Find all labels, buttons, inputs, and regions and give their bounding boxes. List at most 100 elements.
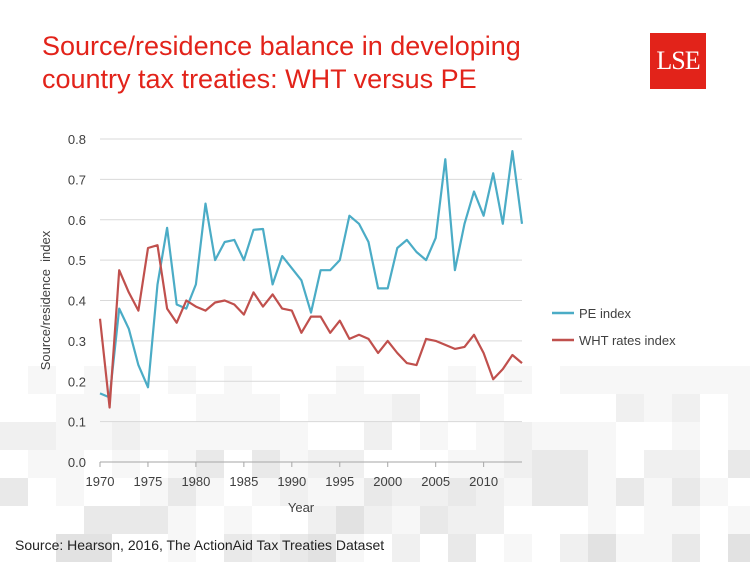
mosaic-tile <box>168 366 196 394</box>
mosaic-tile <box>644 394 672 422</box>
mosaic-tile <box>140 450 168 478</box>
mosaic-tile <box>168 478 196 506</box>
mosaic-tile <box>56 394 84 422</box>
mosaic-tile <box>140 506 168 534</box>
mosaic-tile <box>448 394 476 422</box>
mosaic-tile <box>280 450 308 478</box>
mosaic-tile <box>28 534 56 562</box>
mosaic-tile <box>644 422 672 450</box>
mosaic-tile <box>560 534 588 562</box>
mosaic-tile <box>224 478 252 506</box>
mosaic-tile <box>308 478 336 506</box>
mosaic-tile <box>728 366 750 394</box>
y-tick-label: 0.7 <box>68 172 86 187</box>
mosaic-tile <box>448 506 476 534</box>
mosaic-tile <box>0 366 28 394</box>
mosaic-tile <box>168 534 196 562</box>
mosaic-tile <box>728 534 750 562</box>
mosaic-tile <box>616 450 644 478</box>
mosaic-tile <box>420 450 448 478</box>
mosaic-tile <box>644 478 672 506</box>
mosaic-tile <box>56 506 84 534</box>
mosaic-tile <box>448 534 476 562</box>
y-tick-label: 0.1 <box>68 415 86 430</box>
mosaic-tile <box>504 394 532 422</box>
x-tick-label: 1985 <box>229 474 258 489</box>
mosaic-tile <box>504 366 532 394</box>
mosaic-tile <box>532 394 560 422</box>
mosaic-tile <box>28 394 56 422</box>
mosaic-tile <box>112 506 140 534</box>
mosaic-tile <box>448 366 476 394</box>
mosaic-tile <box>308 534 336 562</box>
slide-title-line-1: Source/residence balance in developing <box>42 31 521 61</box>
mosaic-tile <box>140 534 168 562</box>
mosaic-tile <box>588 366 616 394</box>
x-tick-label: 1995 <box>325 474 354 489</box>
mosaic-tile <box>252 478 280 506</box>
mosaic-tile <box>168 506 196 534</box>
mosaic-tile <box>504 422 532 450</box>
mosaic-tile <box>252 394 280 422</box>
mosaic-tile <box>728 422 750 450</box>
mosaic-tile <box>560 394 588 422</box>
mosaic-tile <box>112 394 140 422</box>
mosaic-tile <box>588 478 616 506</box>
mosaic-tile <box>392 478 420 506</box>
mosaic-tile <box>28 478 56 506</box>
x-tick-label: 2010 <box>469 474 498 489</box>
mosaic-tile <box>532 534 560 562</box>
mosaic-tile <box>56 366 84 394</box>
mosaic-tile <box>196 506 224 534</box>
mosaic-tile <box>168 450 196 478</box>
mosaic-tile <box>588 450 616 478</box>
mosaic-tile <box>588 534 616 562</box>
slide-title: Source/residence balance in developing c… <box>42 30 602 96</box>
mosaic-tile <box>392 422 420 450</box>
mosaic-tile <box>560 366 588 394</box>
mosaic-tile <box>616 506 644 534</box>
mosaic-tile <box>28 422 56 450</box>
mosaic-tile <box>112 366 140 394</box>
mosaic-tile <box>616 394 644 422</box>
mosaic-tile <box>140 422 168 450</box>
y-axis-title: Source/residence index <box>38 230 53 370</box>
mosaic-tile <box>252 366 280 394</box>
mosaic-tile <box>448 450 476 478</box>
mosaic-tile <box>644 366 672 394</box>
mosaic-tile <box>420 506 448 534</box>
mosaic-tile <box>700 534 728 562</box>
mosaic-tile <box>84 478 112 506</box>
mosaic-tile <box>280 366 308 394</box>
y-tick-label: 0.5 <box>68 253 86 268</box>
mosaic-tile <box>28 506 56 534</box>
mosaic-tile <box>672 478 700 506</box>
mosaic-tile <box>392 366 420 394</box>
mosaic-tile <box>56 450 84 478</box>
mosaic-tile <box>588 506 616 534</box>
legend-label-wht-rates-index: WHT rates index <box>579 333 676 348</box>
mosaic-tile <box>112 534 140 562</box>
mosaic-tile <box>504 478 532 506</box>
mosaic-tile <box>532 422 560 450</box>
mosaic-tile <box>196 478 224 506</box>
mosaic-tile <box>700 450 728 478</box>
mosaic-tile <box>560 478 588 506</box>
mosaic-tile <box>112 450 140 478</box>
mosaic-tile <box>196 450 224 478</box>
mosaic-tile <box>280 506 308 534</box>
x-tick-label: 2005 <box>421 474 450 489</box>
mosaic-tile <box>196 366 224 394</box>
y-tick-label: 0.3 <box>68 334 86 349</box>
mosaic-tile <box>196 534 224 562</box>
mosaic-tile <box>392 506 420 534</box>
y-tick-label: 0.4 <box>68 294 86 309</box>
mosaic-tile <box>504 534 532 562</box>
mosaic-tile <box>28 366 56 394</box>
mosaic-tile <box>280 422 308 450</box>
mosaic-tile <box>616 366 644 394</box>
mosaic-tile <box>476 394 504 422</box>
mosaic-tile <box>560 506 588 534</box>
mosaic-tile <box>112 478 140 506</box>
mosaic-tile <box>112 422 140 450</box>
